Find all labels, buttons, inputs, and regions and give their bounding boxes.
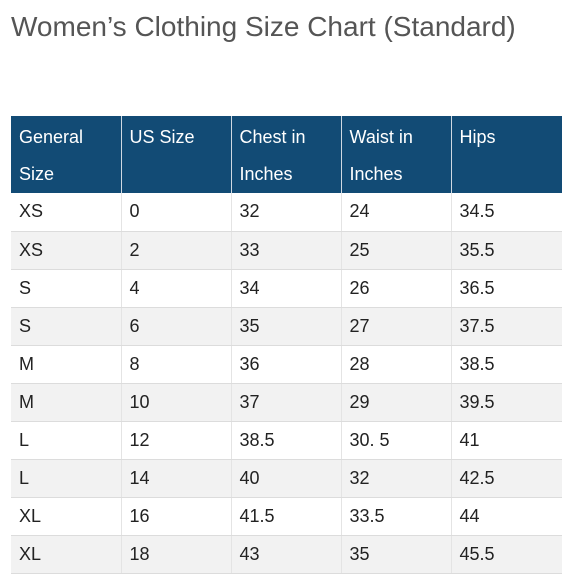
cell-waist: 25	[341, 231, 452, 270]
cell-general-size: L	[11, 421, 122, 460]
cell-chest: 33	[231, 231, 342, 270]
table-row: L 14 40 32 42.5	[11, 459, 562, 498]
cell-general-size: XL	[11, 497, 122, 536]
column-header-waist: Waist in Inches	[341, 116, 452, 193]
cell-waist: 33.5	[341, 497, 452, 536]
cell-general-size: XS	[11, 193, 122, 232]
cell-chest: 43	[231, 535, 342, 574]
table-row: L 12 38.5 30. 5 41	[11, 421, 562, 460]
cell-chest: 35	[231, 307, 342, 346]
cell-chest: 38.5	[231, 421, 342, 460]
column-header-us-size: US Size	[121, 116, 232, 193]
cell-hips: 41	[451, 421, 562, 460]
column-header-general-size: General Size	[11, 116, 122, 193]
cell-general-size: XL	[11, 535, 122, 574]
cell-chest: 37	[231, 383, 342, 422]
table-row: XS 2 33 25 35.5	[11, 231, 562, 270]
cell-general-size: S	[11, 307, 122, 346]
cell-hips: 37.5	[451, 307, 562, 346]
cell-us-size: 6	[121, 307, 232, 346]
cell-us-size: 8	[121, 345, 232, 384]
table-row: XL 16 41.5 33.5 44	[11, 497, 562, 536]
cell-waist: 35	[341, 535, 452, 574]
cell-chest: 34	[231, 269, 342, 308]
cell-chest: 36	[231, 345, 342, 384]
cell-us-size: 18	[121, 535, 232, 574]
cell-general-size: XS	[11, 231, 122, 270]
cell-general-size: M	[11, 383, 122, 422]
table-body: XS 0 32 24 34.5 XS 2 33 25 35.5 S 4 34 2…	[11, 193, 562, 574]
cell-waist: 24	[341, 193, 452, 232]
cell-hips: 38.5	[451, 345, 562, 384]
cell-chest: 41.5	[231, 497, 342, 536]
cell-waist: 26	[341, 269, 452, 308]
size-chart-table: General Size US Size Chest in Inches Wai…	[11, 116, 562, 574]
cell-chest: 40	[231, 459, 342, 498]
cell-hips: 34.5	[451, 193, 562, 232]
table-row: XS 0 32 24 34.5	[11, 193, 562, 232]
table-row: M 8 36 28 38.5	[11, 345, 562, 384]
cell-general-size: M	[11, 345, 122, 384]
cell-hips: 35.5	[451, 231, 562, 270]
column-header-hips: Hips	[451, 116, 562, 193]
cell-us-size: 12	[121, 421, 232, 460]
cell-waist: 32	[341, 459, 452, 498]
cell-waist: 27	[341, 307, 452, 346]
table-row: M 10 37 29 39.5	[11, 383, 562, 422]
cell-waist: 29	[341, 383, 452, 422]
cell-us-size: 0	[121, 193, 232, 232]
cell-general-size: S	[11, 269, 122, 308]
cell-waist: 30. 5	[341, 421, 452, 460]
cell-hips: 39.5	[451, 383, 562, 422]
table-row: S 4 34 26 36.5	[11, 269, 562, 308]
cell-us-size: 4	[121, 269, 232, 308]
cell-hips: 42.5	[451, 459, 562, 498]
cell-us-size: 16	[121, 497, 232, 536]
cell-hips: 44	[451, 497, 562, 536]
cell-general-size: L	[11, 459, 122, 498]
cell-hips: 45.5	[451, 535, 562, 574]
cell-hips: 36.5	[451, 269, 562, 308]
page-title: Women’s Clothing Size Chart (Standard)	[11, 11, 516, 42]
table-row: XL 18 43 35 45.5	[11, 535, 562, 574]
cell-us-size: 10	[121, 383, 232, 422]
cell-us-size: 14	[121, 459, 232, 498]
cell-us-size: 2	[121, 231, 232, 270]
table-header: General Size US Size Chest in Inches Wai…	[11, 116, 562, 193]
header-row: General Size US Size Chest in Inches Wai…	[11, 116, 562, 193]
cell-waist: 28	[341, 345, 452, 384]
table-row: S 6 35 27 37.5	[11, 307, 562, 346]
column-header-chest: Chest in Inches	[231, 116, 342, 193]
cell-chest: 32	[231, 193, 342, 232]
